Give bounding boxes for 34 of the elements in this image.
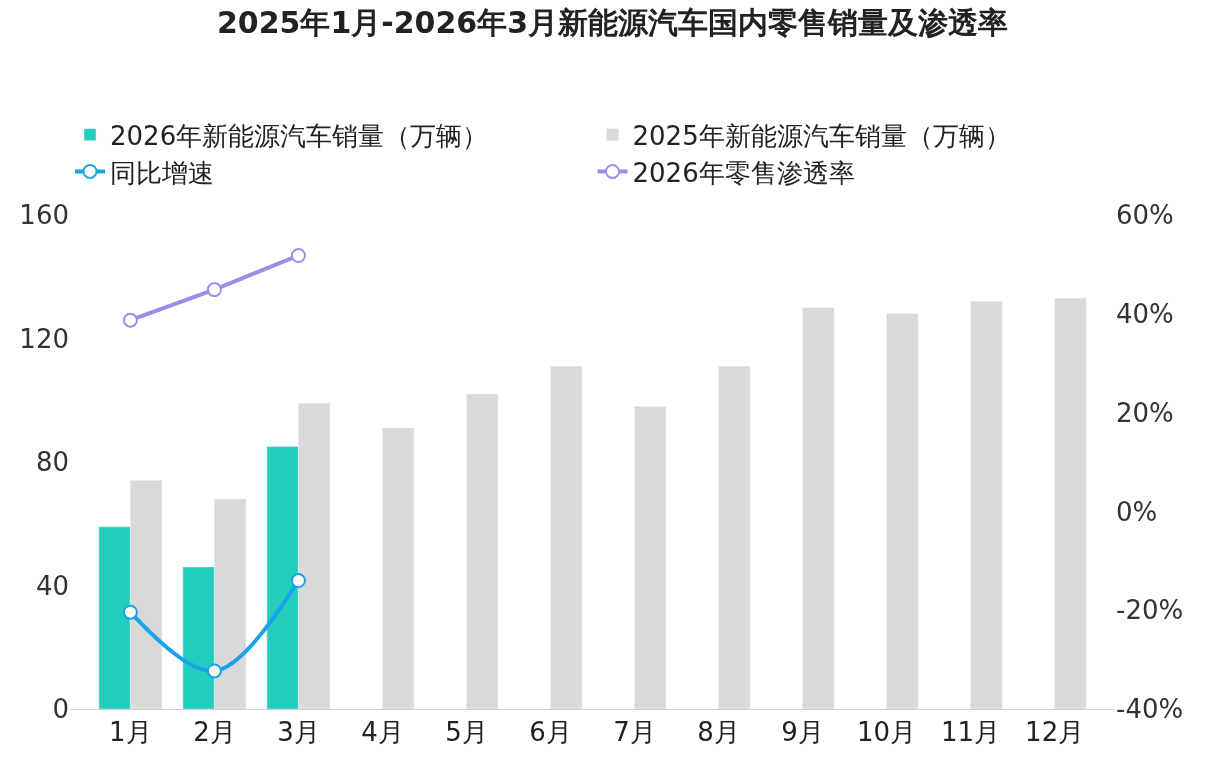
x-tick-label: 11月	[941, 717, 1001, 748]
x-tick-label: 1月	[109, 717, 152, 748]
y-tick-label: 0	[52, 694, 69, 725]
point	[206, 282, 222, 298]
point	[122, 604, 138, 620]
y-tick-label: 80	[35, 447, 69, 478]
point	[122, 312, 138, 328]
x-tick-label: 2月	[193, 717, 236, 748]
x-tick-label: 10月	[857, 717, 917, 748]
y-tick-label: 120	[19, 323, 69, 354]
legend-label: 2026年零售渗透率	[632, 157, 855, 188]
x-tick-label: 5月	[445, 717, 488, 748]
legend-label: 2025年新能源汽车销量（万辆）	[632, 120, 1011, 151]
x-tick-label: 9月	[781, 717, 824, 748]
legend-label: 2026年新能源汽车销量（万辆）	[110, 120, 489, 151]
y2-tick-label: 60%	[1116, 200, 1174, 231]
y2-tick-label: 20%	[1116, 397, 1174, 428]
y2-tick-label: 0%	[1116, 496, 1158, 527]
x-tick-label: 12月	[1025, 717, 1085, 748]
x-tick-label: 7月	[613, 717, 656, 748]
y-tick-label: 40	[35, 570, 69, 601]
y2-tick-label: -20%	[1116, 595, 1184, 626]
x-tick-label: 8月	[697, 717, 740, 748]
y2-tick-label: -40%	[1116, 694, 1184, 725]
x-tick-label: 6月	[529, 717, 572, 748]
point	[290, 248, 306, 263]
y-tick-label: 160	[19, 200, 69, 231]
chart-title: 2025年1月-2026年3月新能源汽车国内零售销量及渗透率	[216, 4, 1009, 40]
x-tick-label: 4月	[361, 717, 404, 748]
y2-tick-label: 40%	[1116, 298, 1174, 329]
x-tick-label: 3月	[277, 717, 320, 748]
point	[206, 663, 222, 679]
legend-label: 同比增速	[110, 157, 214, 188]
point	[290, 573, 306, 589]
